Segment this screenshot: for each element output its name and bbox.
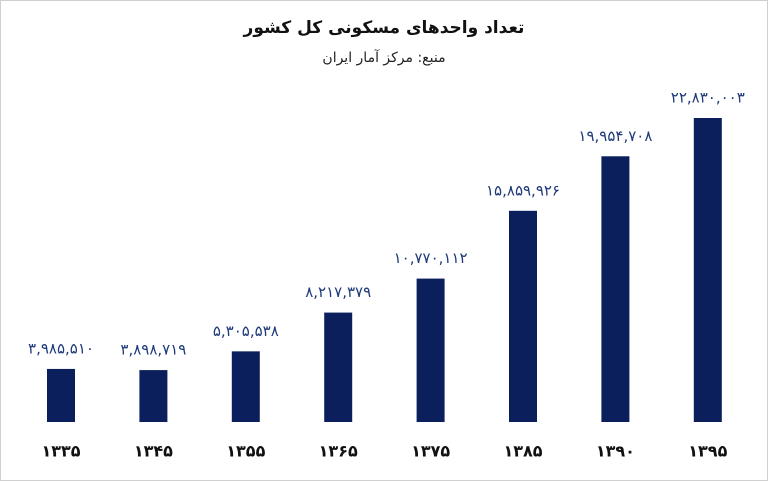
bar: [231, 351, 260, 422]
bar: [693, 118, 722, 422]
x-tick-label: ۱۳۹۵: [688, 442, 727, 461]
data-label: ۱۵,۸۵۹,۹۲۶: [486, 181, 560, 199]
data-label: ۸,۲۱۷,۳۷۹: [305, 283, 371, 301]
data-label: ۱۰,۷۷۰,۱۱۲: [394, 249, 468, 267]
x-tick-label: ۱۳۳۵: [41, 442, 80, 461]
data-label: ۳,۹۸۵,۵۱۰: [28, 339, 94, 357]
bar: [324, 312, 353, 422]
data-label: ۱۹,۹۵۴,۷۰۸: [578, 127, 652, 145]
bar: [139, 370, 168, 422]
x-tick-label: ۱۳۹۰: [596, 442, 635, 461]
x-tick-label: ۱۳۸۵: [503, 442, 542, 461]
x-tick-label: ۱۳۶۵: [319, 442, 358, 461]
x-tick-label: ۱۳۵۵: [226, 442, 265, 461]
chart-subtitle: منبع: مرکز آمار ایران: [322, 49, 445, 66]
x-tick-label: ۱۳۷۵: [411, 442, 450, 461]
bar: [601, 156, 630, 423]
bar: [509, 210, 537, 422]
data-label: ۳,۸۹۸,۷۱۹: [120, 341, 186, 359]
chart-title: تعداد واحدهای مسکونی کل کشور: [243, 18, 525, 38]
data-label: ۲۲,۸۳۰,۰۰۳: [671, 89, 745, 107]
bar: [47, 368, 75, 422]
x-tick-label: ۱۳۴۵: [134, 442, 173, 461]
bar: [416, 278, 445, 422]
data-label: ۵,۳۰۵,۵۳۸: [213, 322, 279, 340]
